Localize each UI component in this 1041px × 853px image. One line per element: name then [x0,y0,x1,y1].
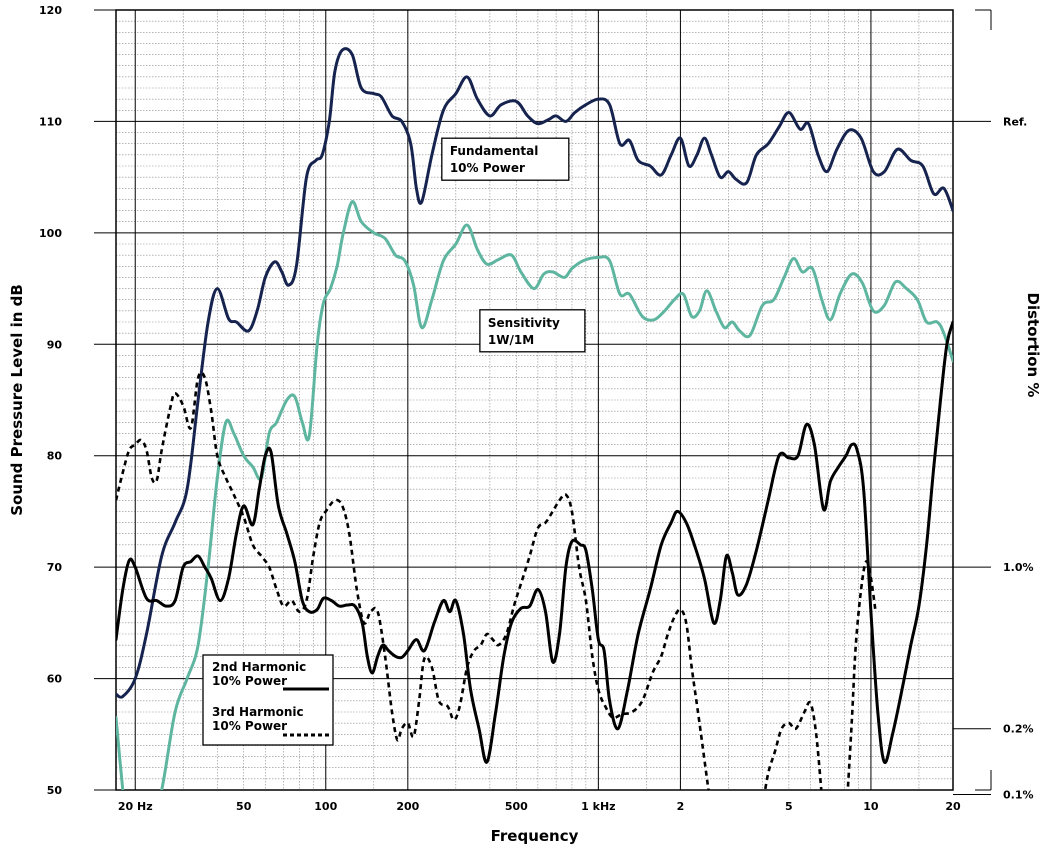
right-axis-tick-labels: Ref. 1.0% 0.2% 0.1% [953,9,1034,801]
x-tick-label: 200 [396,800,419,813]
annotation-layer: Fundamental 10% Power Sensitivity 1W/1M 2nd … [202,137,586,746]
x-tick-label: 100 [314,800,337,813]
y-tick-label: 60 [47,673,63,686]
y-tick-label: 110 [39,115,62,128]
x-tick-label: 5 [785,800,793,813]
series-line-sensitivity [116,200,953,790]
annotation-label: Sensitivity [488,316,560,330]
right-tick-label: Ref. [1003,115,1027,128]
series-line-third-harmonic-hf [763,700,823,790]
x-tick-label: 2 [677,800,685,813]
right-tick-label: 1.0% [1003,561,1034,574]
series-line-third-harmonic-hf2 [846,560,877,790]
y-tick-label: 80 [47,450,63,463]
x-tick-label: 10 [863,800,879,813]
harmonic-legend-box [202,654,334,746]
x-axis-title: Frequency [491,827,579,845]
series-layer [116,47,953,790]
right-tick-label: 0.2% [1003,723,1034,736]
plot-frame [115,9,954,791]
annotation-box [441,137,570,181]
legend-label: 3rd Harmonic [212,705,304,719]
y-axis-title: Sound Pressure Level in dB [8,284,26,516]
annotation-box [479,309,586,353]
x-tick-label: 20 [945,800,961,813]
legend-label: 10% Power [212,674,287,688]
annotation-label: 10% Power [450,161,525,175]
y-tick-label: 120 [39,4,62,17]
x-tick-label: 20 Hz [118,800,153,813]
annotation-label: Fundamental [450,144,539,158]
right-tick-label: 0.1% [1003,788,1034,801]
legend-label: 10% Power [212,719,287,733]
series-line-fundamental [116,47,953,699]
y-tick-labels: 50 60 70 80 90 100 110 120 [39,4,116,797]
x-tick-label: 1 kHz [581,800,615,813]
x-tick-label: 50 [236,800,252,813]
y-tick-label: 50 [47,784,63,797]
series-line-third-harmonic [116,371,710,790]
x-tick-label: 500 [505,800,528,813]
x-tick-labels: 20 Hz 50 100 200 500 1 kHz 2 5 10 20 [118,800,961,813]
legend-label: 2nd Harmonic [212,660,306,674]
annotation-label: 1W/1M [488,333,534,347]
series-line-second-harmonic [116,320,953,764]
y-tick-label: 70 [47,561,63,574]
y-tick-label: 90 [47,338,63,351]
y-tick-label: 100 [39,227,62,240]
right-axis-title: Distortion % [1024,293,1041,398]
